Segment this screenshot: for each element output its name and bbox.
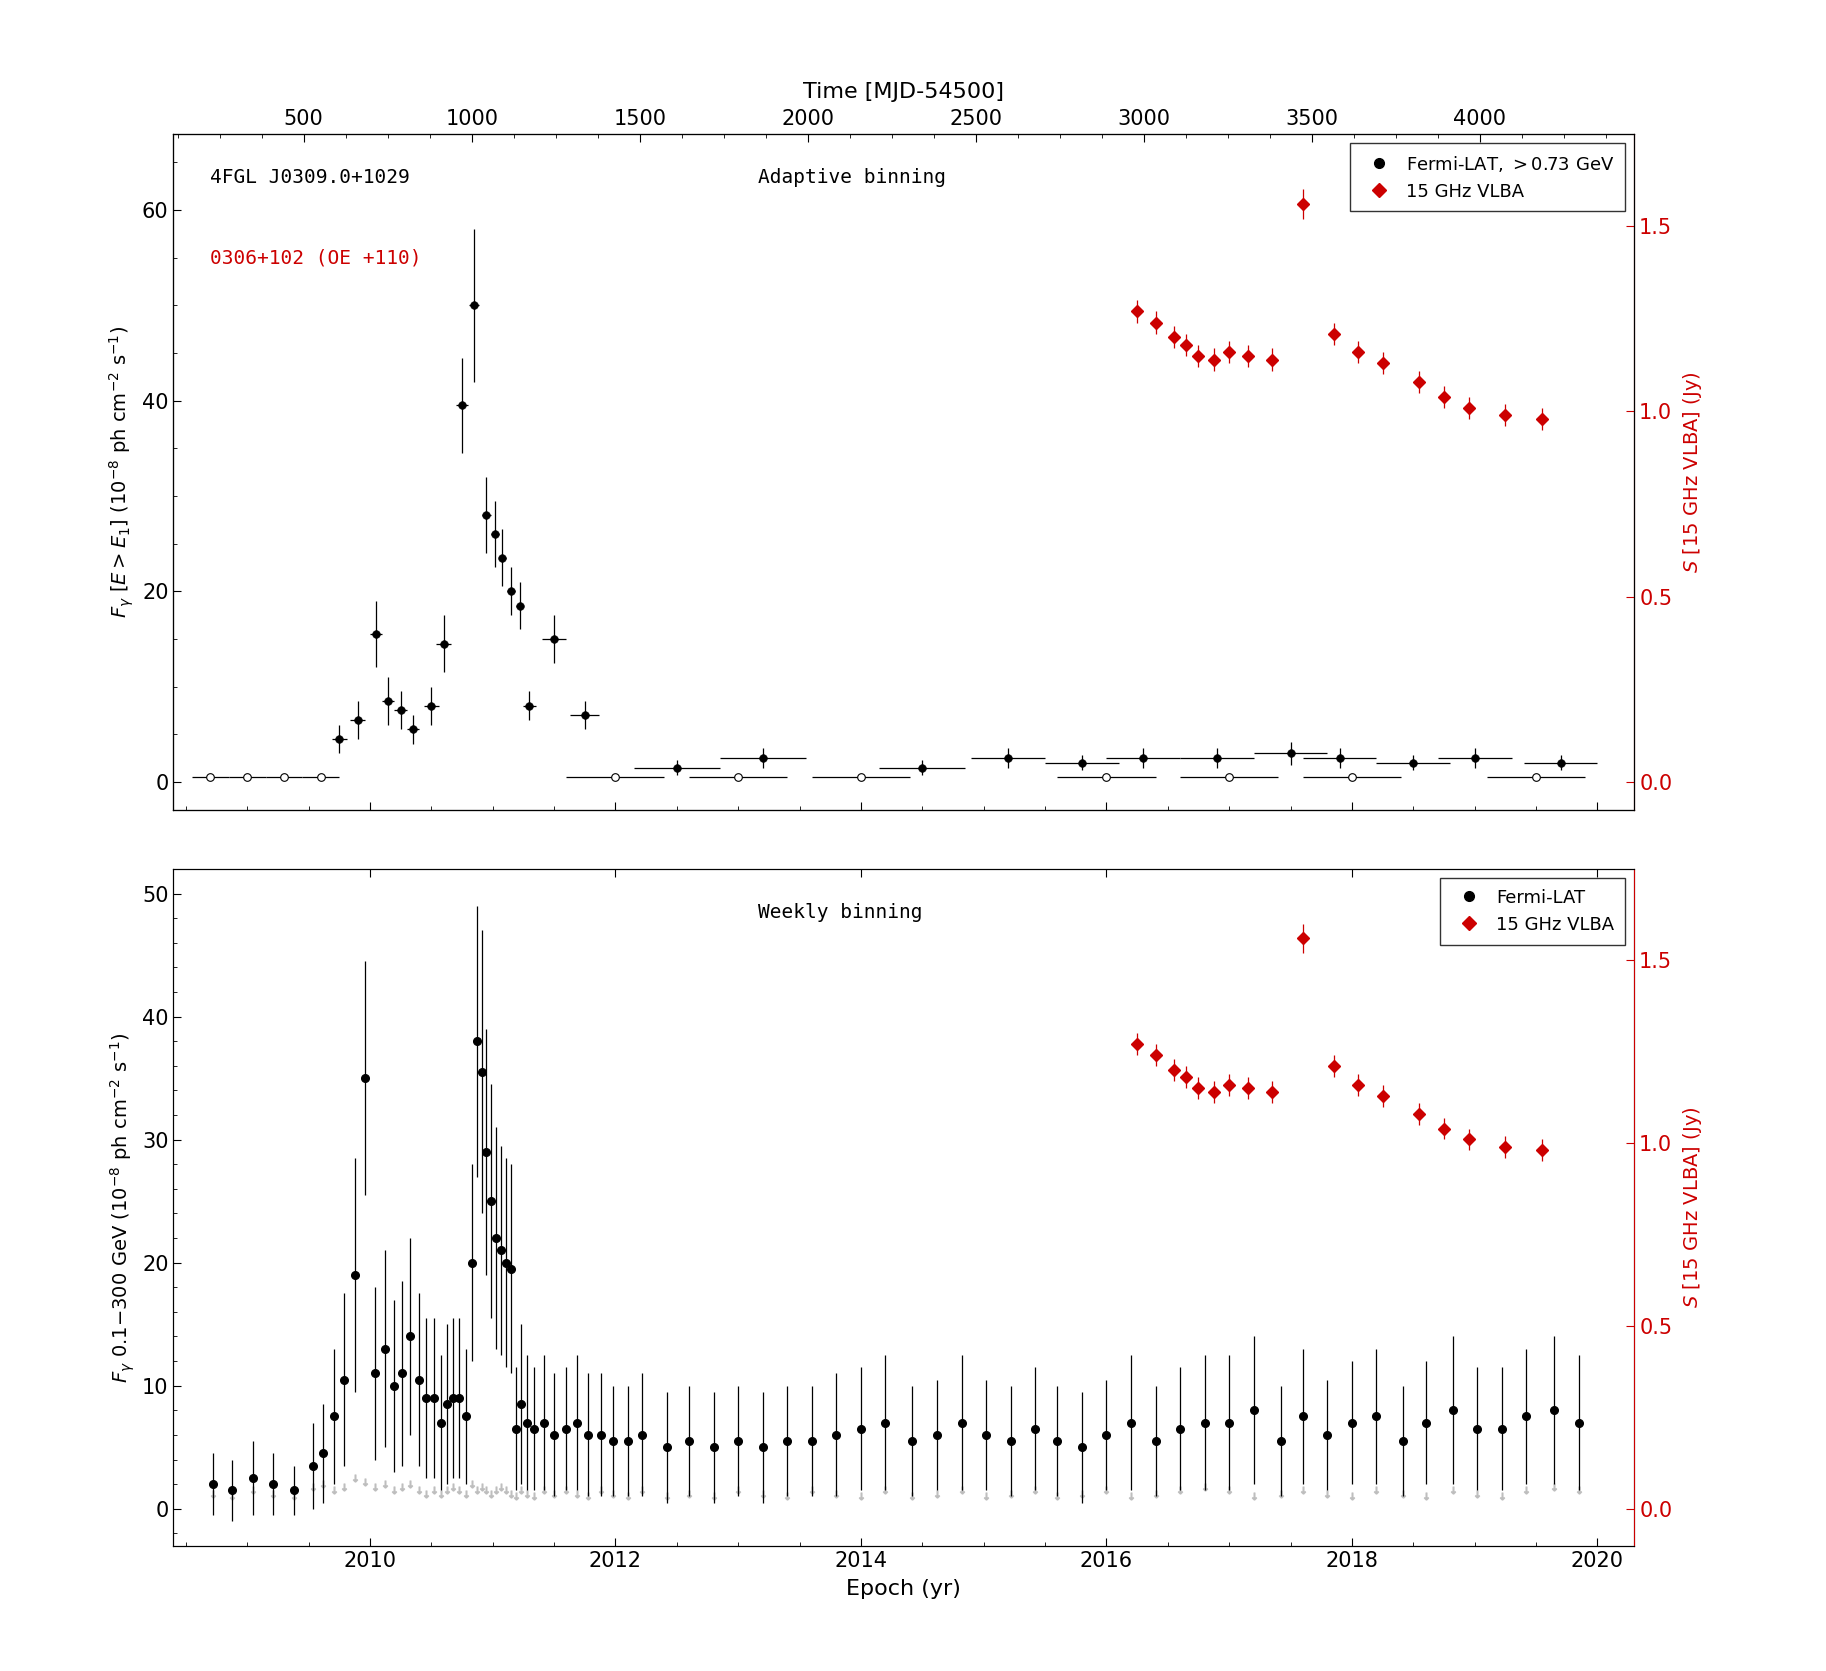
X-axis label: Time [MJD-54500]: Time [MJD-54500] xyxy=(803,82,1004,102)
Text: 0306+102 (OE +110): 0306+102 (OE +110) xyxy=(210,249,422,267)
Legend: Fermi-LAT, 15 GHz VLBA: Fermi-LAT, 15 GHz VLBA xyxy=(1441,877,1625,944)
Y-axis label: $F_\gamma\ [E>E_1]\ (10^{-8}\ \mathrm{ph\ cm^{-2}\ s^{-1}})$: $F_\gamma\ [E>E_1]\ (10^{-8}\ \mathrm{ph… xyxy=(108,326,137,618)
Text: Weekly binning: Weekly binning xyxy=(758,902,922,922)
Y-axis label: $F_\gamma\ 0.1\mathrm{-}300\ \mathrm{GeV}\ (10^{-8}\ \mathrm{ph\ cm^{-2}\ s^{-1}: $F_\gamma\ 0.1\mathrm{-}300\ \mathrm{GeV… xyxy=(108,1033,137,1382)
Y-axis label: $S\ [15\ \mathrm{GHz\ VLBA}]\ (\mathrm{Jy})$: $S\ [15\ \mathrm{GHz\ VLBA}]\ (\mathrm{J… xyxy=(1680,371,1704,573)
Legend: Fermi-LAT, $>$0.73 GeV, 15 GHz VLBA: Fermi-LAT, $>$0.73 GeV, 15 GHz VLBA xyxy=(1349,142,1625,212)
Text: 4FGL J0309.0+1029: 4FGL J0309.0+1029 xyxy=(210,167,409,187)
Y-axis label: $S\ [15\ \mathrm{GHz\ VLBA}]\ (\mathrm{Jy})$: $S\ [15\ \mathrm{GHz\ VLBA}]\ (\mathrm{J… xyxy=(1680,1106,1704,1308)
X-axis label: Epoch (yr): Epoch (yr) xyxy=(847,1579,960,1599)
Text: Adaptive binning: Adaptive binning xyxy=(758,167,946,187)
